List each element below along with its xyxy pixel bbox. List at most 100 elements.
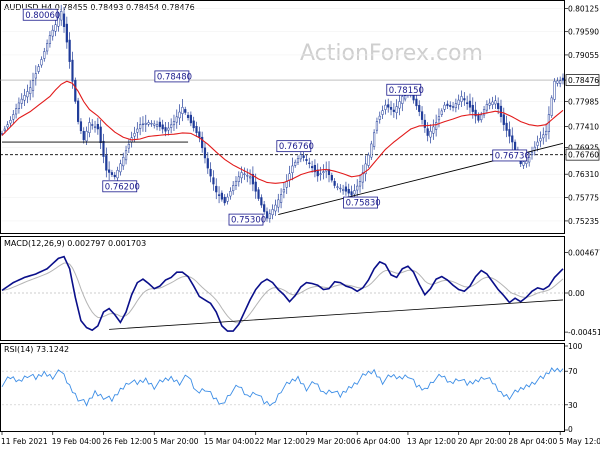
macd-y-axis: 0.004677 0.00 -0.004519	[564, 249, 600, 337]
x-tick-label: 19 Feb 04:00	[52, 437, 101, 446]
candle-body	[477, 114, 480, 121]
candle-body	[68, 39, 71, 62]
x-tick-label: 28 Apr 04:00	[508, 437, 557, 446]
x-tick-label: 20 Apr 20:00	[458, 437, 507, 446]
candle-body	[457, 99, 460, 105]
rsi-panel-frame	[0, 343, 565, 432]
price-candles	[0, 4, 565, 223]
candle-body	[57, 17, 60, 27]
price-tick-label: 0.78476	[568, 76, 599, 85]
candle-body	[437, 116, 441, 121]
candle-body	[522, 161, 525, 166]
candle-body	[158, 121, 161, 128]
candle-body	[26, 91, 29, 98]
ma-line	[1, 80, 564, 184]
x-tick-label: 5 Mar 20:00	[153, 437, 199, 446]
candle-body	[139, 124, 142, 129]
rsi-tick-label: 0	[568, 425, 573, 434]
candle-body	[65, 23, 68, 43]
candle-body	[79, 121, 83, 132]
price-tick-label: 0.76925	[568, 143, 599, 152]
candle-body	[381, 110, 384, 115]
support-hline	[0, 79, 563, 156]
candle-body	[85, 130, 88, 142]
candle-body	[265, 211, 269, 219]
candle-body	[339, 187, 342, 190]
candle-body	[373, 132, 376, 147]
annotation-box	[492, 149, 528, 162]
rsi-levels	[2, 370, 563, 406]
candle-body	[88, 122, 91, 134]
price-title: AUDUSD,H4 0.78455 0.78493 0.78454 0.7847…	[4, 3, 195, 12]
macd-path	[1, 255, 564, 332]
candle-body	[356, 185, 359, 191]
candle-body	[246, 175, 249, 177]
annotation-box	[102, 180, 138, 193]
candle-body	[305, 159, 308, 161]
candle-body	[122, 157, 125, 167]
annotation-box	[22, 8, 58, 21]
candle-body	[480, 114, 483, 121]
candle-body	[170, 124, 173, 128]
candle-body	[494, 100, 497, 105]
candle-body	[311, 166, 314, 169]
macd-title: MACD(12,26,9) 0.002797 0.001703	[4, 239, 146, 248]
candle-body	[361, 172, 364, 183]
candle-body	[105, 155, 108, 171]
candle-body	[429, 130, 432, 138]
candle-body	[485, 103, 488, 111]
candle-body	[268, 213, 271, 219]
x-tick-label: 13 Apr 12:00	[407, 437, 456, 446]
candle-body	[234, 180, 238, 186]
candle-body	[110, 172, 114, 175]
candle-body	[91, 124, 94, 126]
candle-body	[37, 66, 40, 72]
price-tick-label: 0.77985	[568, 97, 599, 106]
candle-body	[12, 114, 15, 120]
candle-body	[260, 197, 263, 206]
candle-body	[460, 96, 463, 102]
candle-body	[415, 98, 418, 107]
candle-body	[40, 59, 43, 66]
candle-body	[223, 196, 226, 204]
macd-tick-label: 0.004677	[568, 249, 600, 258]
candle-body	[248, 176, 252, 179]
candle-body	[181, 107, 184, 114]
macd-trendline	[109, 299, 564, 330]
annotation-box	[228, 213, 264, 226]
moving-average	[1, 80, 564, 184]
candle-body	[113, 174, 116, 178]
candle-body	[330, 175, 333, 181]
candle-body	[82, 131, 85, 141]
candle-body	[136, 128, 139, 133]
candle-body	[474, 109, 477, 117]
x-tick-label: 29 Mar 20:00	[305, 437, 355, 446]
candle-body	[466, 102, 469, 104]
candle-body	[274, 204, 277, 212]
candle-body	[212, 177, 215, 185]
candle-body	[556, 80, 559, 84]
candle-body	[127, 143, 130, 149]
candle-body	[153, 123, 156, 126]
candle-body	[9, 120, 12, 124]
macd-line	[1, 255, 564, 332]
annotation-label: 0.75830	[346, 199, 381, 209]
candle-body	[367, 154, 370, 166]
candle-body	[203, 147, 207, 159]
candle-body	[201, 136, 204, 149]
candle-body	[392, 109, 395, 112]
x-tick-label: 11 Feb 2021	[1, 437, 48, 446]
candle-body	[257, 189, 260, 199]
candle-body	[344, 186, 348, 192]
candle-body	[350, 191, 353, 196]
candle-body	[93, 126, 97, 128]
candle-body	[175, 116, 178, 123]
candle-body	[420, 111, 424, 120]
candle-body	[31, 80, 35, 91]
candle-body	[418, 105, 421, 112]
candle-body	[206, 158, 209, 169]
annotation-label: 0.80060	[25, 11, 60, 21]
candle-body	[279, 194, 283, 203]
candle-body	[172, 121, 176, 126]
